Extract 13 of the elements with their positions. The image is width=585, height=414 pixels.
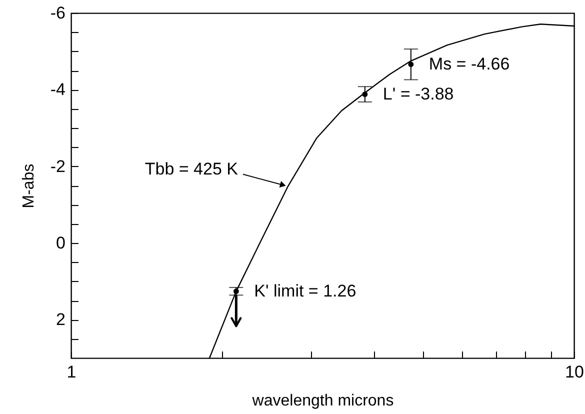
annotation: Tbb = 425 K <box>144 159 239 178</box>
y-tick-label: 0 <box>56 234 66 252</box>
y-tick-label: -2 <box>50 156 66 176</box>
x-tick-label: 1 <box>66 362 76 382</box>
x-tick-label: 10 <box>565 362 584 382</box>
annotation: K' limit = 1.26 <box>254 281 356 300</box>
annotation: L' = -3.88 <box>382 84 454 104</box>
y-tick-label: 2 <box>56 310 66 330</box>
annotation: Ms = -4.66 <box>428 54 510 74</box>
x-axis-title: wavelength microns <box>251 392 394 410</box>
y-tick-label: -4 <box>50 80 66 100</box>
y-tick-label: -6 <box>50 4 66 22</box>
y-axis-title: M-abs <box>20 164 38 208</box>
